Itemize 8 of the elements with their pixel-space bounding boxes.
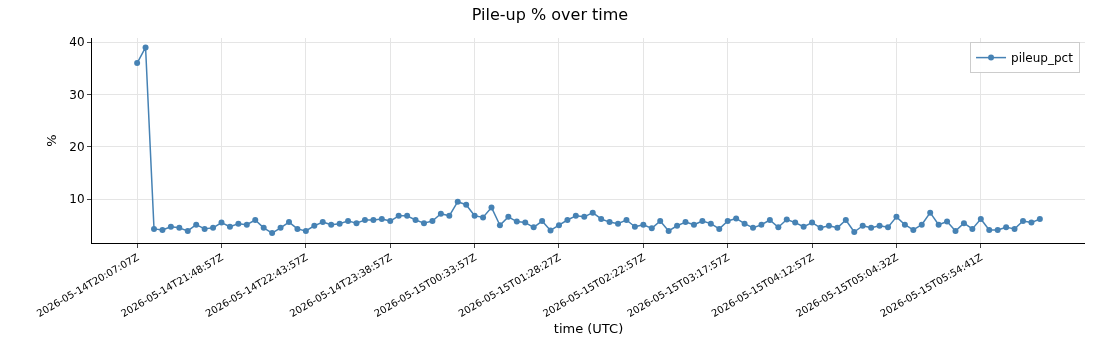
y-tick-label: 20 [69, 139, 85, 154]
y-tick-label: 30 [69, 87, 85, 102]
chart-title: Pile-up % over time [471, 5, 629, 25]
x-axis-title: time (UTC) [553, 321, 624, 337]
y-tick-label: 10 [69, 192, 85, 207]
y-axis-title: % [44, 134, 59, 147]
y-tick-label: 40 [69, 35, 85, 50]
legend-label: pileup_pct [1011, 51, 1074, 66]
